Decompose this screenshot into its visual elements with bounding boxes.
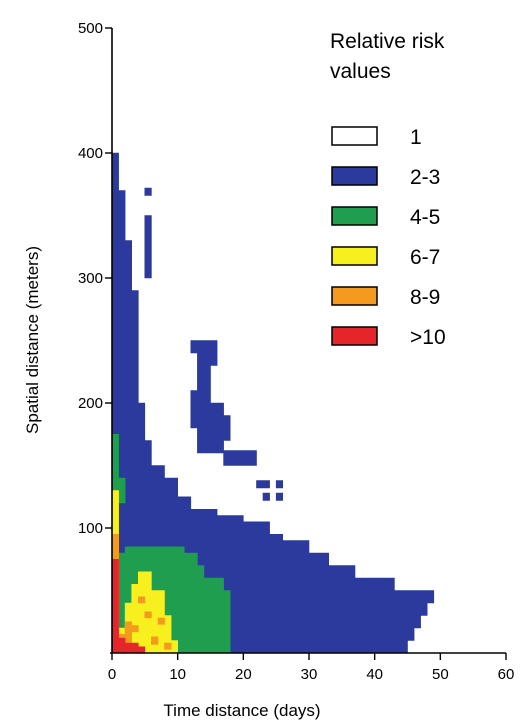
- legend-swatch-gt10: [331, 326, 378, 346]
- legend-label-6-7: 6-7: [410, 246, 440, 269]
- legend-swatch-4-5: [331, 206, 378, 226]
- legend-swatch-6-7: [331, 246, 378, 266]
- legend-label-1: 1: [410, 126, 422, 149]
- risk-region-2-3-8: [262, 492, 270, 501]
- y-tick-label-400: 400: [78, 145, 103, 162]
- x-tick-label-40: 40: [366, 666, 383, 683]
- risk-region-8-9-18: [157, 617, 165, 625]
- risk-region-2-3-2: [144, 215, 152, 279]
- risk-region-2-3-7: [275, 480, 284, 489]
- risk-region-2-3-0: [111, 152, 435, 654]
- risk-region-8-9-17: [151, 636, 159, 645]
- risk-region-4-5-11: [118, 477, 126, 504]
- risk-region-2-3-3: [144, 187, 152, 196]
- x-tick-label-60: 60: [498, 666, 515, 683]
- risk-region-2-3-1: [190, 340, 231, 454]
- risk-region-2-3-4: [124, 290, 139, 316]
- y-tick-label-100: 100: [78, 520, 103, 537]
- risk-region-8-9-15: [144, 611, 152, 619]
- legend-label-4-5: 4-5: [410, 206, 440, 229]
- legend-title-line-1: Relative risk: [330, 30, 445, 53]
- legend-label-8-9: 8-9: [410, 286, 440, 309]
- risk-region-8-9-16: [131, 625, 139, 633]
- legend-label-2-3: 2-3: [410, 166, 440, 189]
- legend: Relative risk values 1 2-3 4-5 6-7 8-9 >10: [330, 30, 446, 349]
- risk-region-2-3-5: [223, 450, 257, 466]
- x-tick-label-10: 10: [169, 666, 186, 683]
- y-tick-label-200: 200: [78, 395, 103, 412]
- risk-region-layer: [111, 152, 435, 654]
- ticks: 0 10 20 30 40 50 60 100 200 300 400 500: [78, 20, 514, 683]
- y-axis-title: Spatial distance (meters): [23, 246, 42, 434]
- y-tick-label-300: 300: [78, 270, 103, 287]
- risk-region-2-3-6: [256, 480, 270, 489]
- legend-title-line-2: values: [330, 60, 391, 83]
- legend-swatch-2-3: [331, 166, 378, 186]
- risk-region-8-9-19: [164, 642, 172, 650]
- risk-region-gt10-21: [138, 646, 146, 654]
- legend-swatch-1: [331, 126, 378, 146]
- x-tick-label-20: 20: [235, 666, 252, 683]
- x-tick-label-30: 30: [301, 666, 318, 683]
- x-axis-title: Time distance (days): [163, 701, 320, 720]
- risk-region-8-9-14: [138, 596, 146, 604]
- x-tick-label-50: 50: [432, 666, 449, 683]
- y-tick-label-500: 500: [78, 20, 103, 37]
- risk-region-2-3-9: [275, 492, 284, 501]
- legend-items: 1 2-3 4-5 6-7 8-9 >10: [331, 126, 446, 349]
- legend-swatch-8-9: [331, 286, 378, 306]
- legend-label-gt10: >10: [410, 326, 446, 349]
- x-tick-label-0: 0: [108, 666, 116, 683]
